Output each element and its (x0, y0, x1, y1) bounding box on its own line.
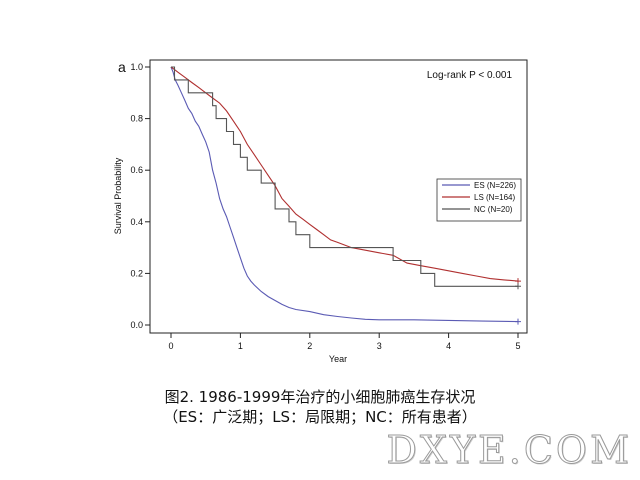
watermark-logo: DXYE.COM (386, 428, 632, 473)
y-tick-label: 0.8 (130, 114, 143, 124)
panel-label: a (118, 59, 126, 75)
y-tick-label: 0.0 (130, 320, 143, 330)
chart-legend: ES (N=226) LS (N=164) NC (N=20) (436, 178, 522, 222)
x-tick-label: 0 (168, 341, 173, 351)
legend-label: ES (N=226) (474, 181, 516, 190)
censor-mark-1 (515, 318, 521, 325)
y-tick-label: 0.2 (130, 268, 143, 278)
x-tick-label: 2 (307, 341, 312, 351)
plot-border (149, 59, 528, 334)
figure-caption-title: 图2. 1986-1999年治疗的小细胞肺癌生存状况 (164, 388, 476, 406)
survival-curve-1 (170, 66, 519, 323)
legend-label: NC (N=20) (474, 205, 513, 214)
logrank-annotation: Log-rank P < 0.001 (427, 70, 513, 81)
survival-curve-3 (171, 66, 518, 287)
censor-mark-2 (515, 278, 521, 285)
chart-axes: 0 1 2 3 4 5 0.0 0.2 0.4 0.6 0.8 1.0 (130, 62, 520, 351)
x-tick-label: 5 (515, 341, 520, 351)
chart-series (170, 66, 521, 325)
legend-box (436, 178, 522, 222)
figure-caption-legend: （ES：广泛期；LS：局限期；NC：所有患者） (163, 408, 477, 426)
y-tick-label: 0.4 (130, 217, 143, 227)
y-tick-label: 0.6 (130, 165, 143, 175)
plot-frame (149, 59, 528, 334)
x-tick-label: 1 (238, 341, 243, 351)
legend-label: LS (N=164) (474, 193, 515, 202)
x-axis-title: Year (329, 354, 347, 364)
survival-curve-2 (170, 66, 519, 282)
x-tick-label: 4 (446, 341, 451, 351)
x-tick-label: 3 (377, 341, 382, 351)
y-tick-label: 1.0 (130, 62, 143, 72)
y-axis-title: Survival Probability (113, 157, 123, 234)
censor-mark-3 (515, 283, 521, 290)
